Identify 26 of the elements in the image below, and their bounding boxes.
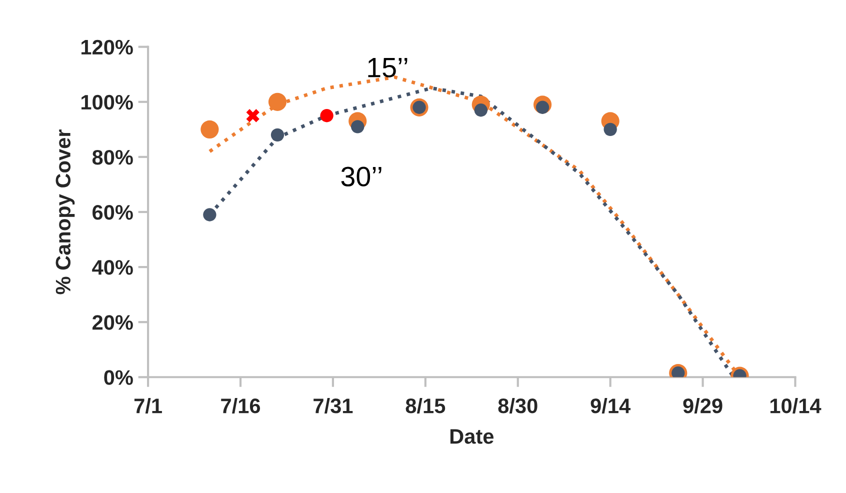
point	[200, 120, 219, 138]
x-tick-label: 9/29	[683, 398, 722, 414]
y-axis-title: % Canopy Cover	[56, 130, 75, 294]
x-axis-title: Date	[450, 429, 494, 444]
x-tick-label: 8/30	[498, 398, 538, 414]
annotation: 15’’	[368, 58, 408, 78]
x-tick-label: 8/15	[406, 398, 446, 414]
y-tick-label: 80%	[92, 150, 133, 165]
point	[203, 208, 216, 222]
y-tick-label: 120%	[81, 40, 133, 55]
y-tick-label: 100%	[81, 94, 133, 110]
x-tick-label: 9/14	[590, 398, 630, 414]
y-tick-label: 0%	[104, 370, 133, 385]
y-tick-label: 40%	[92, 260, 133, 275]
x-tick-label: 7/31	[314, 398, 353, 414]
point	[268, 92, 287, 111]
annotation: 30’’	[341, 166, 382, 186]
point	[246, 109, 260, 122]
x-tick-label: 7/16	[221, 398, 260, 414]
y-tick-label: 60%	[92, 204, 133, 220]
x-tick-label: 7/1	[134, 398, 162, 414]
y-tick-label: 20%	[92, 315, 133, 330]
x-tick-label: 10/14	[770, 398, 822, 414]
point	[270, 128, 284, 142]
point	[604, 122, 617, 136]
point	[320, 109, 334, 122]
